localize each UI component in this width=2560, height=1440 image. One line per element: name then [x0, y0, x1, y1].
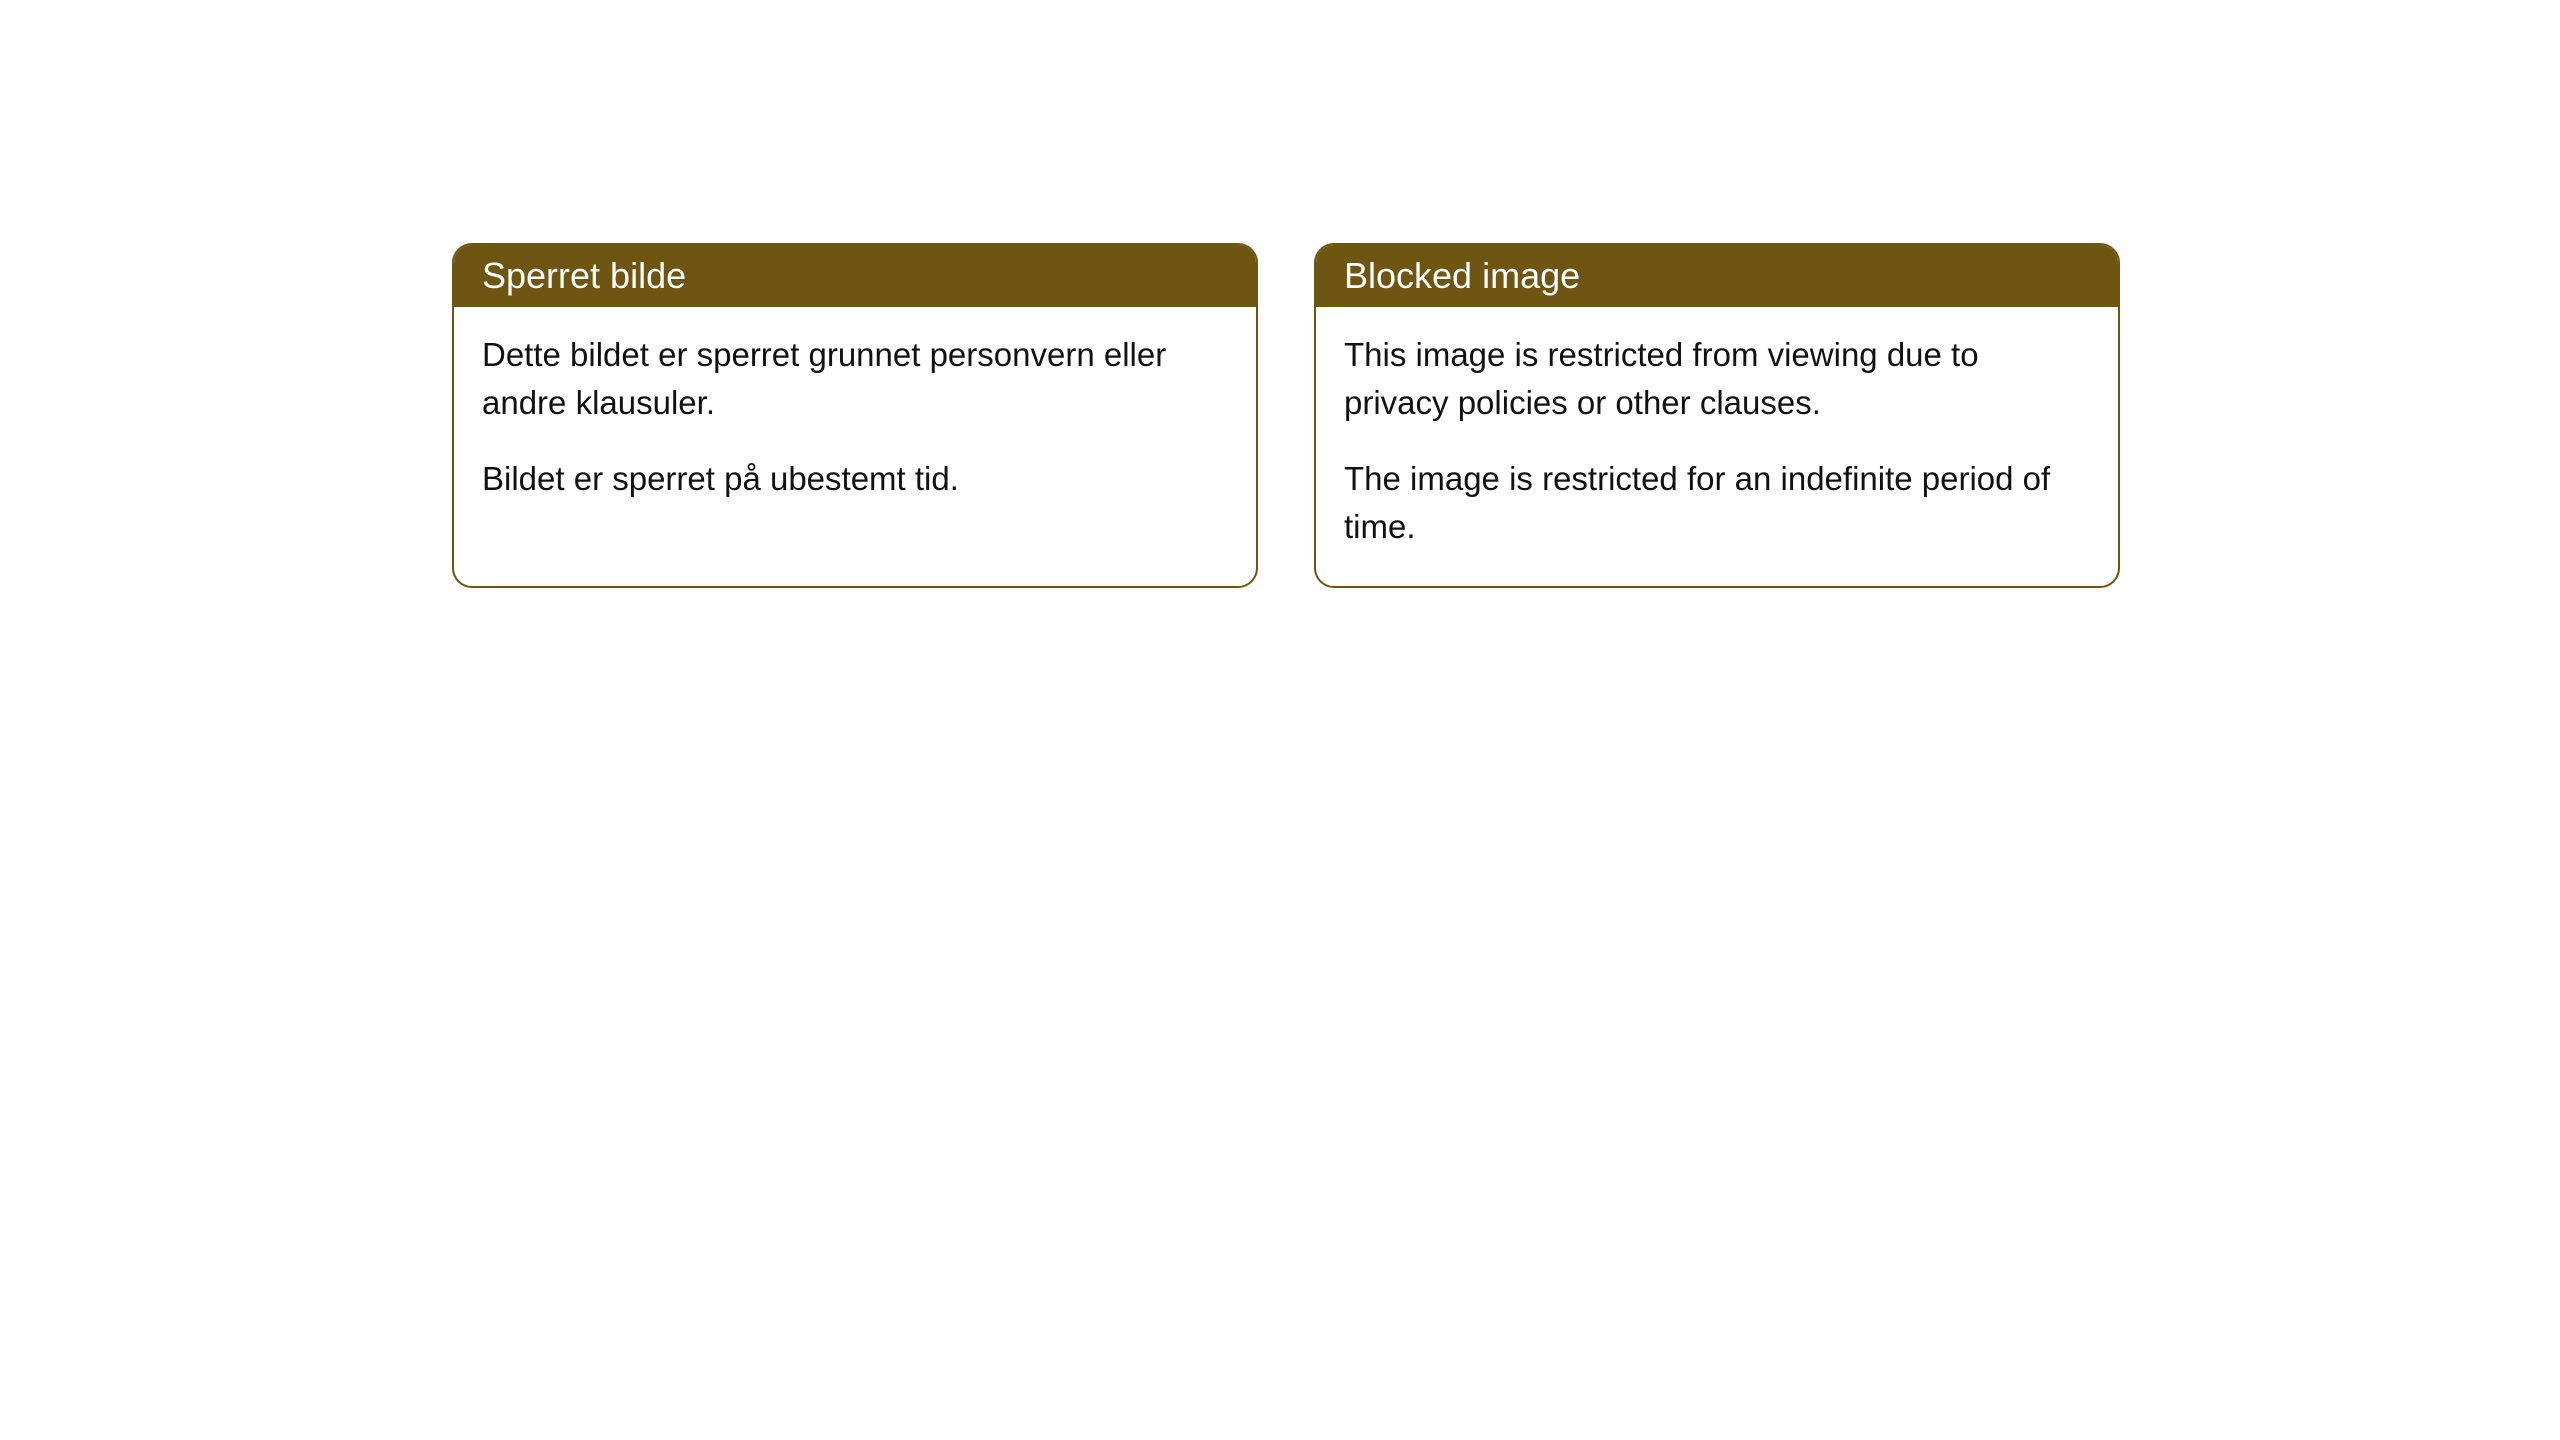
notice-text-line-2: The image is restricted for an indefinit…: [1344, 455, 2090, 551]
notice-card-english: Blocked image This image is restricted f…: [1314, 243, 2120, 588]
notice-header: Blocked image: [1316, 245, 2118, 307]
notice-text-line-2: Bildet er sperret på ubestemt tid.: [482, 455, 1228, 503]
notice-title: Blocked image: [1344, 255, 1580, 296]
notice-body: Dette bildet er sperret grunnet personve…: [454, 307, 1256, 539]
notice-body: This image is restricted from viewing du…: [1316, 307, 2118, 586]
notice-container: Sperret bilde Dette bildet er sperret gr…: [452, 243, 2120, 588]
notice-title: Sperret bilde: [482, 255, 686, 296]
notice-text-line-1: Dette bildet er sperret grunnet personve…: [482, 331, 1228, 427]
notice-card-norwegian: Sperret bilde Dette bildet er sperret gr…: [452, 243, 1258, 588]
notice-text-line-1: This image is restricted from viewing du…: [1344, 331, 2090, 427]
notice-header: Sperret bilde: [454, 245, 1256, 307]
